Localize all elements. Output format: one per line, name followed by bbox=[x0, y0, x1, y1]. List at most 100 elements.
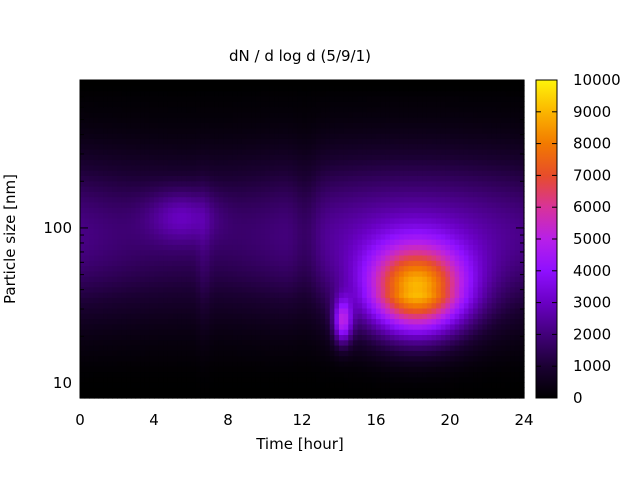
heatmap-cell bbox=[491, 138, 497, 145]
heatmap-cell bbox=[195, 265, 201, 272]
heatmap-cell bbox=[334, 239, 340, 245]
heatmap-cell bbox=[232, 355, 238, 362]
heatmap-cell bbox=[181, 186, 187, 192]
heatmap-cell bbox=[454, 307, 460, 314]
heatmap-cell bbox=[218, 164, 224, 171]
heatmap-cell bbox=[274, 265, 280, 272]
heatmap-cell bbox=[274, 276, 280, 282]
heatmap-cell bbox=[302, 318, 308, 325]
heatmap-cell bbox=[500, 270, 507, 277]
heatmap-cell bbox=[454, 196, 460, 203]
heatmap-cell bbox=[144, 265, 150, 272]
heatmap-cell bbox=[107, 212, 113, 219]
heatmap-cell bbox=[177, 191, 183, 198]
heatmap-cell bbox=[371, 186, 377, 192]
heatmap-cell bbox=[385, 239, 391, 245]
heatmap-cell bbox=[514, 154, 520, 161]
heatmap-cell bbox=[487, 122, 493, 129]
heatmap-cell bbox=[482, 313, 488, 320]
heatmap-cell bbox=[366, 196, 372, 203]
heatmap-cell bbox=[399, 254, 405, 261]
heatmap-cell bbox=[500, 366, 507, 373]
heatmap-cell bbox=[436, 175, 442, 182]
heatmap-cell bbox=[339, 376, 345, 383]
heatmap-cell bbox=[417, 254, 423, 261]
heatmap-cell bbox=[214, 233, 220, 240]
heatmap-cell bbox=[121, 207, 127, 214]
heatmap-cell bbox=[158, 355, 164, 362]
heatmap-cell bbox=[232, 276, 238, 282]
heatmap-cell bbox=[246, 392, 252, 399]
heatmap-cell bbox=[255, 159, 261, 166]
heatmap-cell bbox=[399, 307, 405, 314]
heatmap-cell bbox=[154, 366, 160, 373]
heatmap-cell bbox=[320, 138, 326, 145]
heatmap-cell bbox=[89, 345, 95, 351]
heatmap-cell bbox=[297, 127, 303, 134]
heatmap-cell bbox=[154, 159, 160, 166]
heatmap-cell bbox=[204, 355, 211, 362]
heatmap-cell bbox=[218, 207, 224, 214]
heatmap-cell bbox=[477, 297, 483, 304]
heatmap-cell bbox=[399, 313, 405, 320]
heatmap-cell bbox=[454, 382, 460, 388]
heatmap-cell bbox=[473, 244, 479, 251]
heatmap-cell bbox=[93, 148, 100, 155]
heatmap-cell bbox=[496, 318, 502, 325]
heatmap-cell bbox=[362, 154, 368, 161]
heatmap-cell bbox=[454, 233, 460, 240]
heatmap-cell bbox=[126, 292, 132, 298]
heatmap-cell bbox=[223, 223, 229, 229]
heatmap-cell bbox=[320, 313, 326, 320]
heatmap-cell bbox=[297, 392, 303, 399]
heatmap-cell bbox=[167, 339, 174, 346]
heatmap-cell bbox=[371, 138, 377, 145]
heatmap-cell bbox=[417, 371, 423, 378]
heatmap-cell bbox=[440, 302, 446, 309]
heatmap-cell bbox=[413, 329, 419, 335]
heatmap-cell bbox=[510, 371, 516, 378]
heatmap-cell bbox=[181, 239, 187, 245]
heatmap-cell bbox=[348, 260, 354, 267]
heatmap-cell bbox=[237, 186, 243, 192]
heatmap-cell bbox=[154, 191, 160, 198]
heatmap-cell bbox=[306, 180, 312, 187]
heatmap-cell bbox=[154, 196, 160, 203]
heatmap-cell bbox=[450, 281, 456, 288]
heatmap-cell bbox=[93, 233, 100, 240]
heatmap-cell bbox=[468, 392, 474, 399]
heatmap-cell bbox=[186, 133, 192, 139]
heatmap-cell bbox=[167, 371, 174, 378]
heatmap-cell bbox=[380, 329, 386, 335]
heatmap-cell bbox=[302, 392, 308, 399]
heatmap-cell bbox=[399, 382, 405, 388]
heatmap-cell bbox=[121, 292, 127, 298]
heatmap-cell bbox=[260, 254, 266, 261]
heatmap-cell bbox=[135, 286, 141, 293]
heatmap-cell bbox=[140, 355, 146, 362]
heatmap-cell bbox=[352, 323, 359, 330]
heatmap-cell bbox=[237, 122, 243, 129]
heatmap-cell bbox=[399, 127, 405, 134]
heatmap-cell bbox=[500, 207, 507, 214]
heatmap-cell bbox=[251, 302, 257, 309]
heatmap-cell bbox=[218, 133, 224, 139]
heatmap-cell bbox=[399, 286, 405, 293]
heatmap-cell bbox=[320, 228, 326, 235]
heatmap-cell bbox=[473, 201, 479, 208]
heatmap-cell bbox=[130, 148, 137, 155]
heatmap-cell bbox=[98, 307, 104, 314]
heatmap-cell bbox=[357, 175, 363, 182]
heatmap-cell bbox=[454, 345, 460, 351]
heatmap-cell bbox=[482, 201, 488, 208]
heatmap-cell bbox=[320, 164, 326, 171]
heatmap-cell bbox=[399, 371, 405, 378]
heatmap-cell bbox=[505, 345, 511, 351]
heatmap-cell bbox=[339, 159, 345, 166]
heatmap-cell bbox=[491, 159, 497, 166]
heatmap-cell bbox=[260, 207, 266, 214]
heatmap-cell bbox=[195, 159, 201, 166]
heatmap-cell bbox=[366, 212, 372, 219]
heatmap-cell bbox=[167, 376, 174, 383]
heatmap-cell bbox=[473, 191, 479, 198]
